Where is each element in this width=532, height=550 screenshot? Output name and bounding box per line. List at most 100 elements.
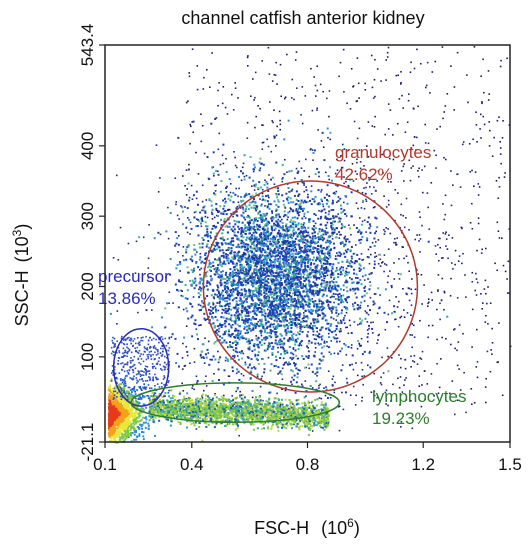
event-dot — [189, 142, 191, 145]
event-dot — [330, 222, 332, 225]
event-dot — [191, 305, 194, 308]
event-dot — [229, 272, 232, 274]
event-dot — [337, 406, 340, 408]
event-dot — [295, 340, 298, 343]
event-dot — [322, 282, 325, 285]
event-dot — [264, 273, 266, 276]
event-dot — [309, 245, 311, 248]
event-dot — [282, 255, 284, 257]
event-dot — [271, 403, 274, 405]
event-dot — [265, 280, 268, 283]
event-dot — [265, 195, 267, 198]
event-dot — [235, 262, 238, 265]
event-dot — [283, 300, 286, 303]
event-dot — [213, 248, 216, 251]
event-dot — [230, 260, 233, 263]
event-dot — [230, 357, 232, 360]
event-dot — [255, 273, 258, 276]
event-dot — [254, 281, 257, 284]
event-dot — [187, 217, 189, 219]
event-dot — [216, 210, 219, 212]
event-dot — [401, 94, 403, 97]
event-dot — [222, 341, 225, 344]
event-dot — [289, 268, 292, 271]
event-dot — [290, 248, 293, 251]
event-dot — [231, 93, 233, 96]
event-dot — [254, 183, 257, 186]
event-dot — [454, 249, 457, 252]
event-dot — [281, 271, 284, 274]
event-dot — [286, 244, 289, 247]
event-dot — [255, 304, 258, 307]
event-dot — [289, 356, 292, 359]
event-dot — [328, 282, 331, 285]
event-dot — [197, 338, 199, 341]
event-dot — [273, 323, 275, 326]
event-dot — [203, 76, 205, 79]
event-dot — [215, 207, 218, 210]
event-dot — [410, 288, 412, 291]
event-dot — [436, 128, 438, 130]
event-dot — [269, 240, 271, 243]
event-dot — [252, 327, 255, 329]
event-dot — [246, 321, 249, 324]
event-dot — [201, 220, 204, 222]
event-dot — [303, 273, 306, 276]
event-dot — [308, 367, 310, 370]
event-dot — [277, 267, 280, 270]
event-dot — [242, 236, 245, 239]
event-dot — [300, 255, 303, 257]
event-dot — [297, 200, 300, 202]
event-dot — [328, 178, 330, 181]
event-dot — [237, 337, 240, 339]
event-dot — [257, 105, 259, 107]
event-dot — [300, 223, 303, 226]
event-dot — [287, 202, 290, 204]
event-dot — [273, 288, 276, 291]
event-dot — [224, 297, 226, 300]
event-dot — [275, 204, 278, 206]
event-dot — [191, 121, 193, 123]
event-dot — [254, 326, 257, 329]
event-dot — [214, 245, 217, 248]
event-dot — [476, 249, 478, 252]
event-dot — [314, 351, 316, 353]
event-dot — [360, 223, 363, 226]
event-dot — [254, 269, 257, 271]
event-dot — [326, 218, 329, 221]
event-dot — [345, 273, 348, 276]
event-dot — [346, 259, 349, 262]
event-dot — [329, 329, 332, 332]
event-dot — [396, 237, 398, 239]
event-dot — [387, 313, 390, 316]
event-dot — [245, 297, 248, 300]
event-dot — [305, 283, 308, 286]
event-dot — [334, 193, 337, 195]
event-dot — [266, 327, 268, 330]
event-dot — [263, 296, 266, 299]
event-dot — [287, 339, 290, 342]
event-dot — [246, 236, 249, 239]
event-dot — [278, 252, 281, 255]
event-dot — [231, 370, 234, 373]
event-dot — [333, 231, 336, 234]
event-dot — [256, 339, 259, 342]
event-dot — [270, 272, 273, 275]
event-dot — [278, 271, 281, 274]
event-dot — [216, 295, 219, 298]
event-dot — [295, 316, 298, 319]
event-dot — [261, 217, 264, 220]
event-dot — [263, 242, 266, 245]
event-dot — [265, 254, 268, 257]
event-dot — [305, 235, 308, 237]
event-dot — [270, 249, 273, 251]
event-dot — [291, 216, 294, 219]
event-dot — [304, 227, 307, 229]
event-dot — [297, 239, 300, 242]
event-dot — [245, 275, 248, 277]
event-dot — [187, 182, 190, 185]
event-dot — [271, 253, 274, 256]
event-dot — [214, 393, 216, 395]
event-dot — [241, 245, 244, 248]
event-dot — [346, 308, 349, 311]
